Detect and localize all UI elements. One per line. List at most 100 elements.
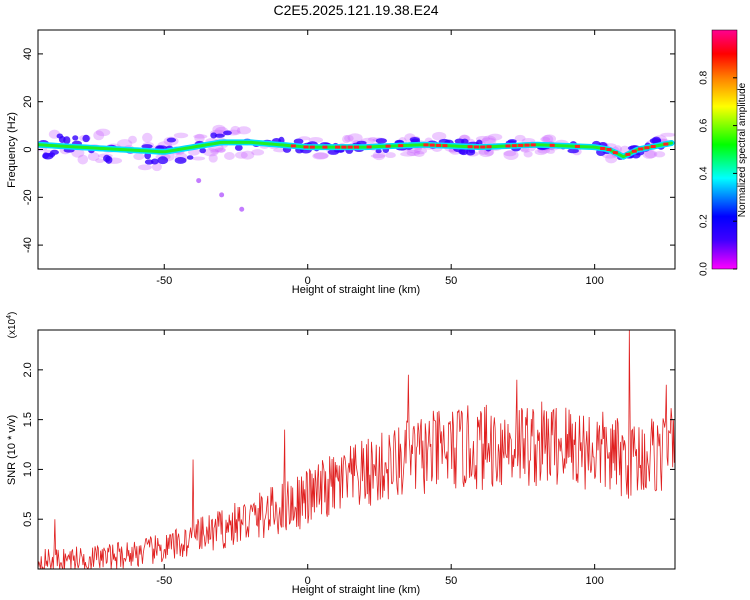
- heatmap-cell: [327, 149, 340, 155]
- y-tick-label: 0.5: [22, 512, 34, 527]
- snr-scale-exponent: 4: [6, 315, 13, 319]
- snr-scale-suffix: ): [7, 312, 18, 315]
- heatmap-cell: [117, 139, 133, 149]
- heatmap-peak: [631, 149, 637, 153]
- heatmap-cell: [567, 148, 579, 154]
- heatmap-cell: [342, 135, 351, 144]
- heatmap-peak: [303, 145, 309, 149]
- heatmap-cell: [605, 153, 618, 164]
- heatmap-peak: [574, 144, 580, 148]
- heatmap-peak: [549, 143, 555, 147]
- snr-series: [38, 330, 675, 569]
- heatmap-cell: [347, 133, 363, 143]
- heatmap-cell: [63, 136, 71, 145]
- colorbar-tick-label: 0.8: [699, 70, 710, 84]
- heatmap-peak: [354, 145, 359, 149]
- heatmap-outlier: [219, 192, 225, 198]
- heatmap-peak: [467, 145, 473, 149]
- heatmap-cell: [216, 147, 226, 153]
- heatmap-peak: [290, 144, 296, 148]
- heatmap-cell: [653, 151, 666, 158]
- spectrogram-y-label: Frequency (Hz): [6, 112, 18, 188]
- heatmap-peak: [322, 145, 328, 149]
- heatmap-cell: [313, 152, 329, 159]
- heatmap-peak: [309, 145, 315, 149]
- spectrogram-heatmap: [38, 124, 675, 212]
- colorbar-tick-label: 0.2: [699, 214, 710, 228]
- heatmap-cell: [432, 131, 447, 141]
- heatmap-cell: [212, 124, 226, 134]
- heatmap-cell: [546, 148, 555, 154]
- heatmap-peak: [436, 143, 442, 147]
- heatmap-cell: [71, 148, 85, 158]
- heatmap-cell: [186, 155, 194, 160]
- y-tick-label: -40: [22, 237, 34, 253]
- spectrogram-y-ticks: -40 -20 0 20 40: [22, 48, 675, 253]
- heatmap-cell: [400, 151, 416, 157]
- colorbar-tick-label: 0.4: [699, 166, 710, 180]
- snr-line: [38, 330, 675, 569]
- heatmap-cell: [375, 138, 388, 144]
- x-tick-label: 50: [445, 575, 457, 587]
- heatmap-cell: [514, 134, 526, 142]
- heatmap-cell: [82, 134, 90, 143]
- heatmap-peak: [480, 145, 486, 149]
- heatmap-cell: [210, 132, 217, 139]
- heatmap-cell: [251, 149, 265, 156]
- heatmap-peak: [398, 144, 404, 148]
- heatmap-cell: [523, 150, 533, 158]
- heatmap-cell: [481, 137, 496, 144]
- x-tick-label: 100: [585, 275, 603, 287]
- x-tick-label: -50: [156, 275, 172, 287]
- colorbar-gradient: [711, 29, 738, 270]
- heatmap-cell: [644, 150, 658, 159]
- heatmap-cell: [293, 138, 304, 145]
- heatmap-cell: [210, 148, 219, 155]
- snr-x-label: Height of straight line (km): [292, 584, 420, 596]
- heatmap-cell: [137, 164, 152, 171]
- heatmap-cell: [95, 128, 111, 137]
- x-tick-label: 0: [305, 275, 311, 287]
- heatmap-cell: [174, 157, 187, 164]
- heatmap-cell: [370, 153, 386, 159]
- heatmap-cell: [141, 144, 153, 149]
- heatmap-peak: [385, 144, 391, 148]
- y-tick-label: 40: [22, 48, 34, 60]
- snr-y-label: SNR (10 * v/v): [6, 415, 18, 485]
- y-tick-label: 2.0: [22, 362, 34, 377]
- heatmap-cell: [649, 137, 662, 144]
- heatmap-peak: [612, 151, 618, 155]
- heatmap-cell: [367, 137, 378, 142]
- heatmap-cell: [203, 148, 219, 157]
- heatmap-peak: [650, 145, 656, 149]
- heatmap-cell: [157, 156, 169, 165]
- heatmap-cell: [214, 133, 225, 138]
- heatmap-cell: [520, 148, 530, 153]
- y-tick-label: 1.0: [22, 462, 34, 477]
- heatmap-cell: [223, 130, 232, 136]
- heatmap-peak: [606, 148, 612, 151]
- heatmap-cell: [406, 149, 421, 157]
- heatmap-cell: [208, 153, 218, 163]
- heatmap-cell: [142, 132, 153, 143]
- x-tick-label: 50: [445, 275, 457, 287]
- y-tick-label: 0: [22, 146, 34, 152]
- heatmap-cell: [191, 156, 206, 161]
- heatmap-peak: [505, 144, 511, 148]
- snr-x-ticks: -50 0 50 100: [156, 330, 604, 587]
- heatmap-cell: [488, 133, 503, 141]
- heatmap-cell: [95, 158, 105, 164]
- heatmap-cell: [534, 148, 548, 156]
- heatmap-cell: [151, 162, 162, 172]
- heatmap-outlier: [196, 178, 202, 184]
- snr-scale-label: (x104): [6, 312, 18, 339]
- heatmap-cell: [87, 152, 100, 161]
- heatmap-cell: [414, 147, 428, 155]
- heatmap-cell: [240, 150, 255, 160]
- colorbar-tick-label: 0.6: [699, 118, 710, 132]
- y-tick-label: -20: [22, 189, 34, 205]
- heatmap-peak: [341, 145, 347, 149]
- heatmap-cell: [128, 135, 137, 144]
- y-tick-label: 20: [22, 96, 34, 108]
